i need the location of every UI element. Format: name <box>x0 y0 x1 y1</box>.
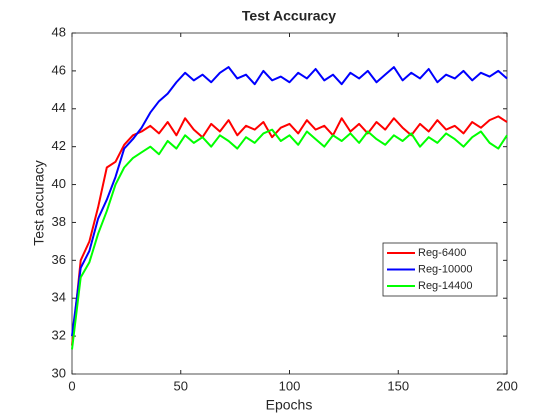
y-tick-label: 48 <box>52 24 66 39</box>
legend-label: Reg-10000 <box>418 263 472 275</box>
x-axis-label: Epochs <box>266 397 313 413</box>
legend-label: Reg-6400 <box>418 247 466 259</box>
series-line <box>71 66 508 337</box>
series-line <box>71 128 508 350</box>
y-axis-label: Test accuracy <box>31 160 47 246</box>
y-tick-label: 32 <box>52 328 66 343</box>
x-tick-label: 200 <box>496 378 518 393</box>
plot-area <box>71 32 508 375</box>
x-tick-label: 150 <box>387 378 409 393</box>
y-tick-label: 38 <box>52 214 66 229</box>
y-tick-label: 46 <box>52 62 66 77</box>
y-tick-label: 34 <box>52 290 66 305</box>
x-tick-label: 100 <box>279 378 301 393</box>
series-line <box>71 115 508 346</box>
y-tick-label: 30 <box>52 365 66 380</box>
y-tick-label: 36 <box>52 252 66 267</box>
x-tick-label: 0 <box>68 378 75 393</box>
chart-title: Test Accuracy <box>242 8 336 24</box>
y-tick-label: 42 <box>52 138 66 153</box>
x-tick-label: 50 <box>174 378 188 393</box>
legend-label: Reg-14400 <box>418 280 472 292</box>
y-tick-label: 40 <box>52 176 66 191</box>
y-tick-label: 44 <box>52 100 66 115</box>
